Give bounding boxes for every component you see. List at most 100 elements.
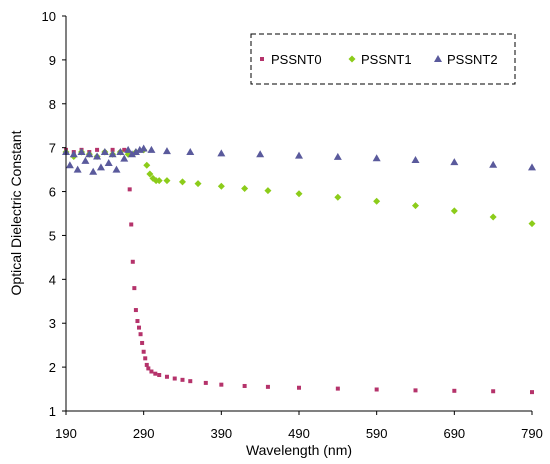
data-point — [186, 148, 195, 156]
data-point — [128, 150, 137, 158]
data-point — [124, 145, 133, 153]
data-point — [256, 150, 265, 158]
data-point — [127, 187, 132, 192]
data-point — [85, 150, 94, 158]
x-tick-label: 590 — [366, 426, 388, 441]
data-point — [110, 147, 115, 152]
legend-marker — [260, 57, 264, 61]
x-tick-label: 390 — [210, 426, 232, 441]
data-point — [149, 369, 154, 374]
data-point — [129, 222, 134, 227]
data-point — [295, 151, 303, 159]
data-point — [116, 148, 125, 156]
x-tick-label: 490 — [288, 426, 310, 441]
data-point — [139, 144, 148, 152]
legend-marker — [434, 55, 442, 62]
data-point — [413, 388, 418, 393]
data-point — [452, 388, 457, 393]
legend-marker — [348, 55, 356, 63]
data-point — [172, 376, 177, 381]
data-point — [374, 387, 379, 392]
data-point — [450, 207, 458, 215]
data-point — [141, 349, 146, 354]
data-point — [155, 177, 163, 185]
data-point — [194, 180, 202, 188]
legend: PSSNT0 PSSNT1 PSSNT2 — [250, 33, 516, 85]
data-point — [219, 382, 224, 387]
data-point — [137, 325, 142, 330]
data-point — [81, 156, 90, 164]
data-point — [65, 161, 74, 169]
data-point — [130, 259, 135, 264]
data-point — [241, 184, 249, 192]
data-point — [264, 187, 272, 195]
x-tick-label: 290 — [133, 426, 155, 441]
y-axis-title: Optical Dielectric Constant — [8, 130, 24, 295]
y-tick-label: 5 — [49, 228, 56, 243]
data-point — [120, 154, 129, 162]
legend-box — [250, 33, 516, 85]
data-point — [131, 148, 140, 156]
x-tick-label: 190 — [55, 426, 77, 441]
x-tick-label: 690 — [443, 426, 465, 441]
data-point — [77, 148, 86, 156]
data-point — [95, 147, 100, 152]
data-point — [372, 154, 381, 162]
data-point — [180, 377, 185, 382]
data-point — [528, 220, 536, 228]
data-point — [144, 362, 149, 367]
data-point — [153, 371, 158, 376]
data-point — [489, 160, 498, 168]
data-point — [295, 190, 303, 198]
y-tick-label: 4 — [49, 272, 56, 287]
data-point — [162, 147, 171, 155]
data-point — [135, 319, 140, 324]
data-point — [122, 147, 127, 152]
data-point — [217, 182, 225, 190]
data-point — [147, 145, 156, 153]
y-tick-label: 3 — [49, 316, 56, 331]
y-tick-label: 9 — [49, 53, 56, 68]
legend-label: PSSNT0 — [271, 52, 322, 67]
y-tick-label: 10 — [42, 9, 56, 24]
legend-label: PSSNT1 — [361, 52, 412, 67]
data-point — [73, 165, 82, 173]
data-point — [334, 193, 342, 201]
data-point — [69, 150, 78, 158]
data-point — [100, 148, 109, 156]
data-point — [93, 152, 102, 160]
x-tick-label: 790 — [521, 426, 543, 441]
y-tick-label: 8 — [49, 97, 56, 112]
y-tick-label: 2 — [49, 360, 56, 375]
y-tick-label: 6 — [49, 185, 56, 200]
data-point — [138, 332, 143, 337]
legend-label: PSSNT2 — [447, 52, 498, 67]
data-point — [491, 389, 496, 394]
data-point — [112, 165, 121, 173]
data-point — [108, 150, 117, 158]
data-point — [335, 386, 340, 391]
data-point — [146, 170, 154, 178]
data-point — [104, 159, 113, 167]
data-point — [333, 152, 342, 160]
data-point — [89, 167, 98, 175]
data-point — [265, 384, 270, 389]
data-point — [450, 158, 459, 166]
data-point — [489, 213, 497, 221]
data-point — [203, 380, 208, 385]
data-point — [96, 163, 105, 171]
data-point — [188, 379, 193, 384]
series-pssnt2 — [62, 144, 536, 175]
data-point — [297, 385, 301, 390]
data-point — [157, 373, 162, 378]
x-axis-title: Wavelength (nm) — [246, 442, 352, 458]
data-point — [179, 178, 186, 186]
data-point — [242, 383, 247, 388]
data-point — [143, 356, 148, 361]
data-point — [530, 390, 534, 395]
data-point — [217, 149, 226, 157]
data-point — [143, 161, 151, 169]
data-point — [412, 202, 419, 210]
data-point — [133, 308, 138, 313]
